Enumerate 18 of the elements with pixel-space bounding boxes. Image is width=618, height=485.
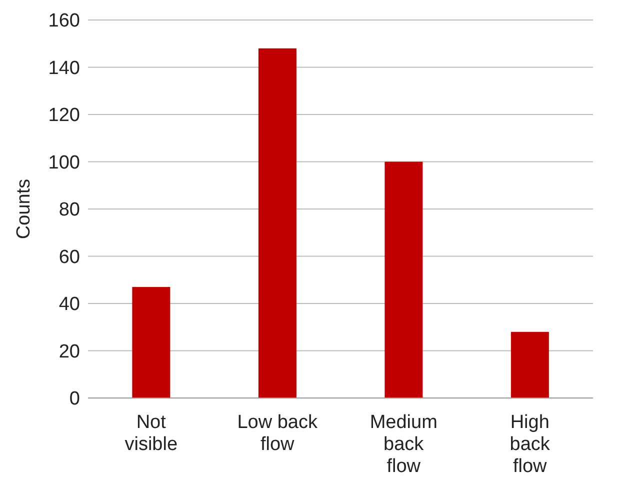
bar	[384, 162, 423, 398]
bar	[510, 332, 549, 398]
y-tick-label: 140	[48, 58, 80, 79]
y-tick-label: 80	[58, 200, 80, 221]
y-tick-label: 120	[48, 105, 80, 126]
bar	[132, 286, 170, 398]
x-tick-label: Medium back flow	[370, 412, 438, 477]
x-tick-label: Low back flow	[237, 412, 318, 455]
y-tick-label: 40	[58, 294, 80, 316]
bar	[258, 48, 296, 398]
y-tick-label: 0	[69, 388, 80, 410]
y-tick-label: 100	[48, 152, 80, 174]
y-axis-title: Counts	[14, 178, 35, 240]
y-tick-label: 160	[48, 10, 80, 32]
y-tick-label: 60	[58, 246, 80, 268]
x-tick-label: Not visible	[124, 412, 178, 455]
y-tick-label: 20	[58, 341, 80, 362]
x-tick-label: High back flow	[510, 412, 550, 477]
